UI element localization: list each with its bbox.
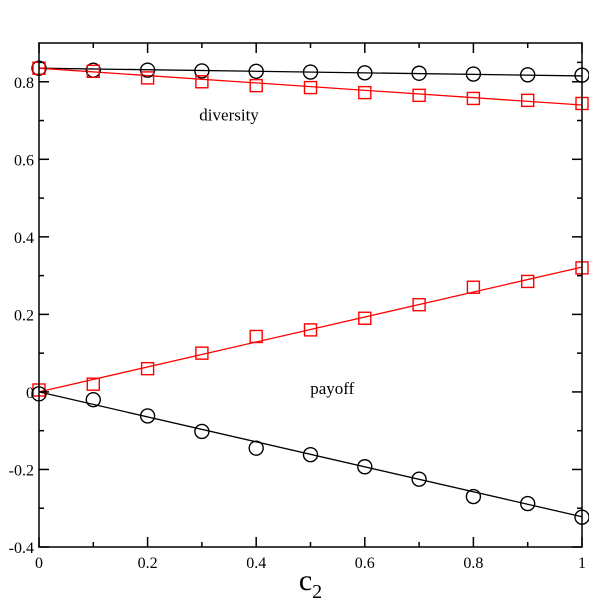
data-point-circle [465, 66, 482, 82]
data-point-square [466, 91, 481, 106]
data-point-circle [302, 64, 319, 80]
data-point-circle [411, 65, 427, 81]
data-point-square [86, 377, 101, 391]
data-point-circle [85, 391, 102, 408]
data-point-square [412, 297, 426, 312]
annotation-diversity: diversity [199, 106, 259, 125]
x-tick-label: 0.4 [246, 555, 266, 572]
data-point-circle [520, 495, 536, 512]
data-point-circle [357, 65, 373, 81]
fit-line-series-3 [38, 266, 583, 393]
x-tick-label: 1 [578, 555, 586, 572]
axis-ticks [38, 43, 583, 548]
data-point-circle [465, 488, 482, 505]
fit-line-series-1 [38, 67, 583, 77]
annotations: diversity payoff [199, 106, 354, 398]
x-tick-label: 0.6 [355, 555, 375, 572]
data-point-square [521, 93, 535, 108]
x-axis-label-main: c [299, 564, 312, 597]
data-point-circle [139, 408, 156, 424]
x-tick-label: 0 [35, 555, 43, 572]
tick-labels: 0 0.2 0.4 0.6 0.8 1 -0.4 -0.2 0 0.2 0.4 0.6 0.8 [9, 75, 586, 572]
x-tick-label: 0.8 [463, 555, 483, 572]
x-tick-label: 0.2 [138, 555, 158, 572]
y-tick-label: 0 [26, 385, 34, 402]
y-tick-label: -0.4 [9, 540, 34, 557]
y-tick-label: 0.8 [14, 75, 34, 92]
data-point-circle [411, 471, 427, 487]
data-point-square [249, 329, 263, 344]
fit-line-series-4 [38, 391, 583, 518]
plot-frame [38, 42, 583, 548]
fit-line-series-2 [38, 67, 583, 106]
data-point-square [140, 361, 155, 376]
data-point-square [412, 88, 426, 103]
data-point-square [358, 311, 372, 325]
fit-lines [38, 67, 583, 518]
data-point-circle [139, 62, 156, 78]
y-tick-label: 0.2 [14, 307, 34, 324]
y-tick-label: 0.4 [14, 230, 34, 247]
data-point-square [466, 280, 481, 294]
data-point-circle [248, 440, 264, 456]
data-point-circle [194, 423, 210, 440]
data-point-circle [302, 447, 319, 463]
data-point-square [303, 323, 318, 337]
data-point-circle [194, 63, 210, 79]
data-point-square [249, 78, 263, 93]
data-point-square [303, 80, 318, 95]
y-tick-label: 0.6 [14, 152, 34, 169]
y-tick-label: -0.2 [9, 462, 34, 479]
annotation-payoff: payoff [310, 379, 354, 398]
data-point-square [521, 274, 535, 289]
x-axis-label: c2 [299, 564, 322, 603]
data-point-square [195, 346, 209, 360]
data-point-square [140, 71, 155, 85]
data-point-square [358, 85, 372, 100]
data-point-square [195, 75, 209, 89]
data-point-circle [520, 67, 536, 83]
data-point-square [86, 64, 101, 79]
x-axis-label-sub: 2 [312, 581, 322, 603]
data-point-circle [248, 63, 264, 80]
data-point-circle [357, 459, 373, 475]
